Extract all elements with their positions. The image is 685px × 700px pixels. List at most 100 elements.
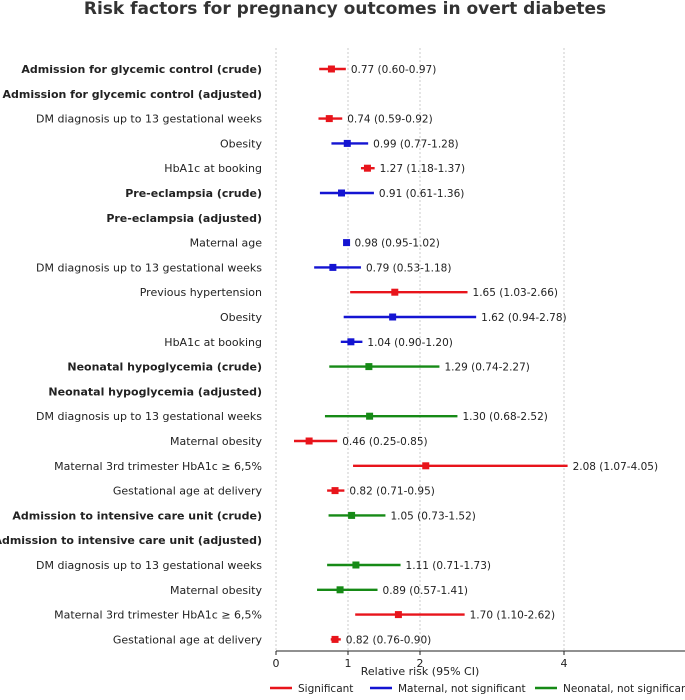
forest-row: DM diagnosis up to 13 gestational weeks 0… [36,261,451,274]
estimate-marker [329,264,336,271]
forest-row: Admission for glycemic control (crude) 0.… [21,63,436,76]
forest-row: Gestational age at delivery 0.82 (0.76-0.… [113,633,431,646]
estimate-marker [332,636,339,643]
estimate-marker [389,314,396,321]
estimate-label: 0.89 (0.57-1.41) [383,585,468,597]
row-label: Maternal obesity [170,584,262,597]
forest-row: Neonatal hypoglycemia (crude) 1.29 (0.74-… [67,361,530,374]
estimate-marker [348,512,355,519]
estimate-label: 1.62 (0.94-2.78) [481,312,566,324]
row-label: Admission to intensive care unit (crude) [12,509,262,522]
estimate-label: 2.08 (1.07-4.05) [573,461,658,473]
forest-row: Admission to intensive care unit (crude)… [12,509,476,522]
estimate-marker [395,611,402,618]
forest-row: Neonatal hypoglycemia (adjusted) [48,385,262,398]
estimate-marker [347,338,354,345]
forest-row: Maternal age 0.98 (0.95-1.02) [190,237,440,250]
forest-row: Obesity 0.99 (0.77-1.28) [220,137,459,150]
estimate-label: 0.98 (0.95-1.02) [354,238,439,250]
forest-row: Admission to intensive care unit (adjust… [0,534,262,547]
legend-item-sig: Significant [270,683,353,695]
estimate-marker [352,562,359,569]
estimate-label: 1.11 (0.71-1.73) [406,560,491,572]
estimate-marker [366,413,373,420]
estimate-label: 0.82 (0.76-0.90) [346,634,431,646]
estimate-label: 0.91 (0.61-1.36) [379,188,464,200]
row-label: Maternal age [190,237,263,250]
row-label: DM diagnosis up to 13 gestational weeks [36,559,262,572]
estimate-marker [326,115,333,122]
row-label: Gestational age at delivery [113,485,263,498]
estimate-marker [337,586,344,593]
forest-row: Maternal obesity 0.89 (0.57-1.41) [170,584,468,597]
row-label: Maternal 3rd trimester HbA1c ≥ 6,5% [54,460,262,473]
forest-row: DM diagnosis up to 13 gestational weeks 1… [36,410,548,423]
forest-row: Pre-eclampsia (crude) 0.91 (0.61-1.36) [125,187,464,200]
chart-title: Risk factors for pregnancy outcomes in o… [84,0,606,19]
legend-label: Neonatal, not significant [563,683,685,695]
forest-row: Maternal 3rd trimester HbA1c ≥ 6,5% 1.70 … [54,609,555,622]
row-label: Neonatal hypoglycemia (adjusted) [48,385,262,398]
estimate-label: 1.65 (1.03-2.66) [473,287,558,299]
estimate-label: 1.29 (0.74-2.27) [444,362,529,374]
estimate-label: 0.99 (0.77-1.28) [373,138,458,150]
estimate-marker [328,66,335,73]
row-label: HbA1c at booking [164,162,262,175]
forest-row: DM diagnosis up to 13 gestational weeks 0… [36,113,433,126]
estimate-marker [344,140,351,147]
row-label: DM diagnosis up to 13 gestational weeks [36,261,262,274]
estimate-label: 1.27 (1.18-1.37) [380,163,465,175]
estimate-label: 1.04 (0.90-1.20) [367,337,452,349]
estimate-marker [391,289,398,296]
row-label: DM diagnosis up to 13 gestational weeks [36,410,262,423]
legend-label: Significant [298,683,353,695]
legend-item-neo: Neonatal, not significant [535,683,685,695]
row-label: Admission for glycemic control (adjusted… [2,88,262,101]
estimate-marker [343,239,350,246]
forest-row: Admission for glycemic control (adjusted… [2,88,262,101]
row-label: Maternal 3rd trimester HbA1c ≥ 6,5% [54,609,262,622]
row-label: Gestational age at delivery [113,633,263,646]
forest-row: Maternal obesity 0.46 (0.25-0.85) [170,435,428,448]
x-tick-label: 4 [561,657,568,670]
estimate-marker [306,438,313,445]
estimate-label: 0.74 (0.59-0.92) [347,114,432,126]
forest-row: HbA1c at booking 1.27 (1.18-1.37) [164,162,465,175]
forest-row: Maternal 3rd trimester HbA1c ≥ 6,5% 2.08 … [54,460,658,473]
row-label: Obesity [220,137,263,150]
forest-row: Previous hypertension 1.65 (1.03-2.66) [140,286,558,299]
estimate-label: 0.77 (0.60-0.97) [351,64,436,76]
estimate-marker [332,487,339,494]
estimate-label: 0.79 (0.53-1.18) [366,262,451,274]
estimate-marker [365,363,372,370]
legend-item-mat: Maternal, not significant [370,683,526,695]
legend-label: Maternal, not significant [398,683,526,695]
row-label: DM diagnosis up to 13 gestational weeks [36,113,262,126]
row-label: Pre-eclampsia (adjusted) [106,212,262,225]
x-axis-label: Relative risk (95% CI) [361,665,480,678]
estimate-label: 1.30 (0.68-2.52) [462,411,547,423]
estimate-label: 0.82 (0.71-0.95) [349,486,434,498]
legend: Significant Maternal, not significant Neon… [270,683,685,695]
estimate-marker [422,462,429,469]
estimate-label: 1.70 (1.10-2.62) [470,610,555,622]
row-label: Obesity [220,311,263,324]
row-label: Admission to intensive care unit (adjust… [0,534,262,547]
forest-row: DM diagnosis up to 13 gestational weeks 1… [36,559,491,572]
estimate-marker [364,165,371,172]
rows: Admission for glycemic control (crude) 0.… [0,63,658,646]
row-label: Neonatal hypoglycemia (crude) [67,361,262,374]
x-tick-label: 1 [345,657,352,670]
estimate-label: 1.05 (0.73-1.52) [390,510,475,522]
row-label: Previous hypertension [140,286,262,299]
forest-row: Gestational age at delivery 0.82 (0.71-0.… [113,485,435,498]
row-label: Pre-eclampsia (crude) [125,187,262,200]
row-label: Admission for glycemic control (crude) [21,63,262,76]
row-label: Maternal obesity [170,435,262,448]
estimate-marker [338,190,345,197]
estimate-label: 0.46 (0.25-0.85) [342,436,427,448]
forest-row: Obesity 1.62 (0.94-2.78) [220,311,567,324]
